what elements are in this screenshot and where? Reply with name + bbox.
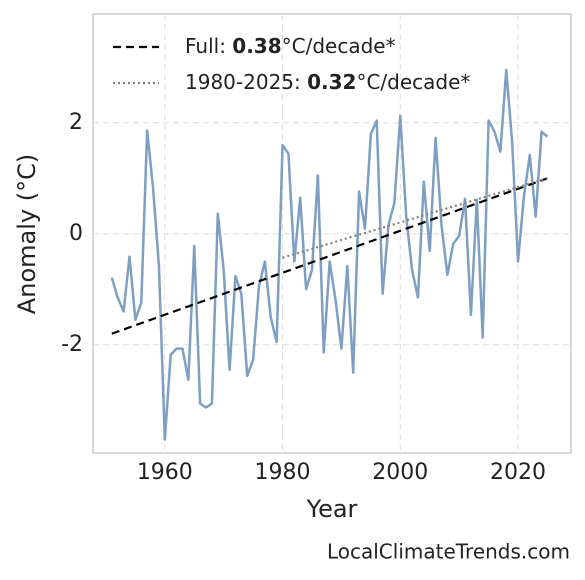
legend-label-part: 0.32: [307, 70, 356, 94]
y-tick-label: 0: [69, 221, 83, 246]
legend-label-part: Full:: [185, 34, 232, 58]
watermark: LocalClimateTrends.com: [327, 540, 570, 564]
x-tick-label: 2000: [372, 460, 428, 485]
y-axis-label: Anomaly (°C): [13, 154, 41, 314]
x-tick-label: 1980: [255, 460, 311, 485]
legend-label-part: 1980-2025:: [185, 70, 307, 94]
legend-label-part: °C/decade*: [282, 34, 396, 58]
legend-label: Full: 0.38°C/decade*: [185, 34, 396, 58]
x-tick-label: 1960: [137, 460, 193, 485]
y-tick-label: 2: [69, 110, 83, 135]
y-tick-label: -2: [61, 332, 83, 357]
legend-label-part: 0.38: [232, 34, 281, 58]
trend-line: [282, 177, 548, 259]
data-line: [110, 68, 549, 441]
legend-label: 1980-2025: 0.32°C/decade*: [185, 70, 470, 94]
legend-label-part: °C/decade*: [356, 70, 470, 94]
x-axis-label: Year: [306, 495, 358, 523]
x-tick-label: 2020: [490, 460, 546, 485]
